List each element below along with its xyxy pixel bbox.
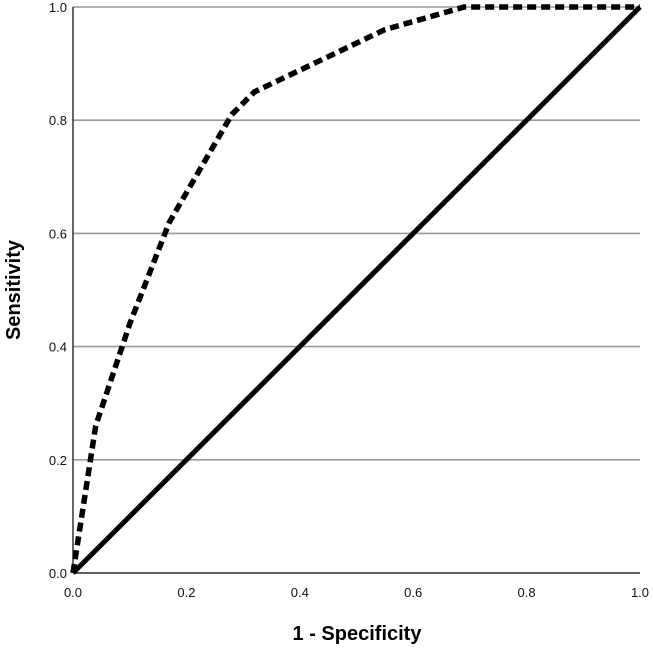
x-tick-label-1: 0.2	[177, 585, 195, 600]
y-tick-label-5: 1.0	[49, 0, 67, 15]
series-lines	[70, 4, 642, 575]
roc-curve-line	[70, 4, 640, 574]
y-axis-title: Sensitivity	[3, 239, 25, 340]
x-tick-label-3: 0.6	[404, 585, 422, 600]
reference-diagonal-line	[71, 5, 642, 575]
x-tick-label-5: 1.0	[631, 585, 649, 600]
x-tick-label-4: 0.8	[518, 585, 536, 600]
x-axis-ticks: 0.0 0.2 0.4 0.6 0.8 1.0	[64, 585, 649, 600]
x-tick-label-0: 0.0	[64, 585, 82, 600]
y-tick-label-4: 0.8	[49, 113, 67, 128]
x-tick-label-2: 0.4	[291, 585, 309, 600]
y-tick-label-2: 0.4	[49, 340, 67, 355]
y-tick-label-1: 0.2	[49, 453, 67, 468]
y-tick-label-3: 0.6	[49, 226, 67, 241]
y-tick-label-0: 0.0	[49, 566, 67, 581]
x-axis-title: 1 - Specificity	[293, 623, 423, 645]
y-axis-ticks: 0.0 0.2 0.4 0.6 0.8 1.0	[49, 0, 67, 581]
